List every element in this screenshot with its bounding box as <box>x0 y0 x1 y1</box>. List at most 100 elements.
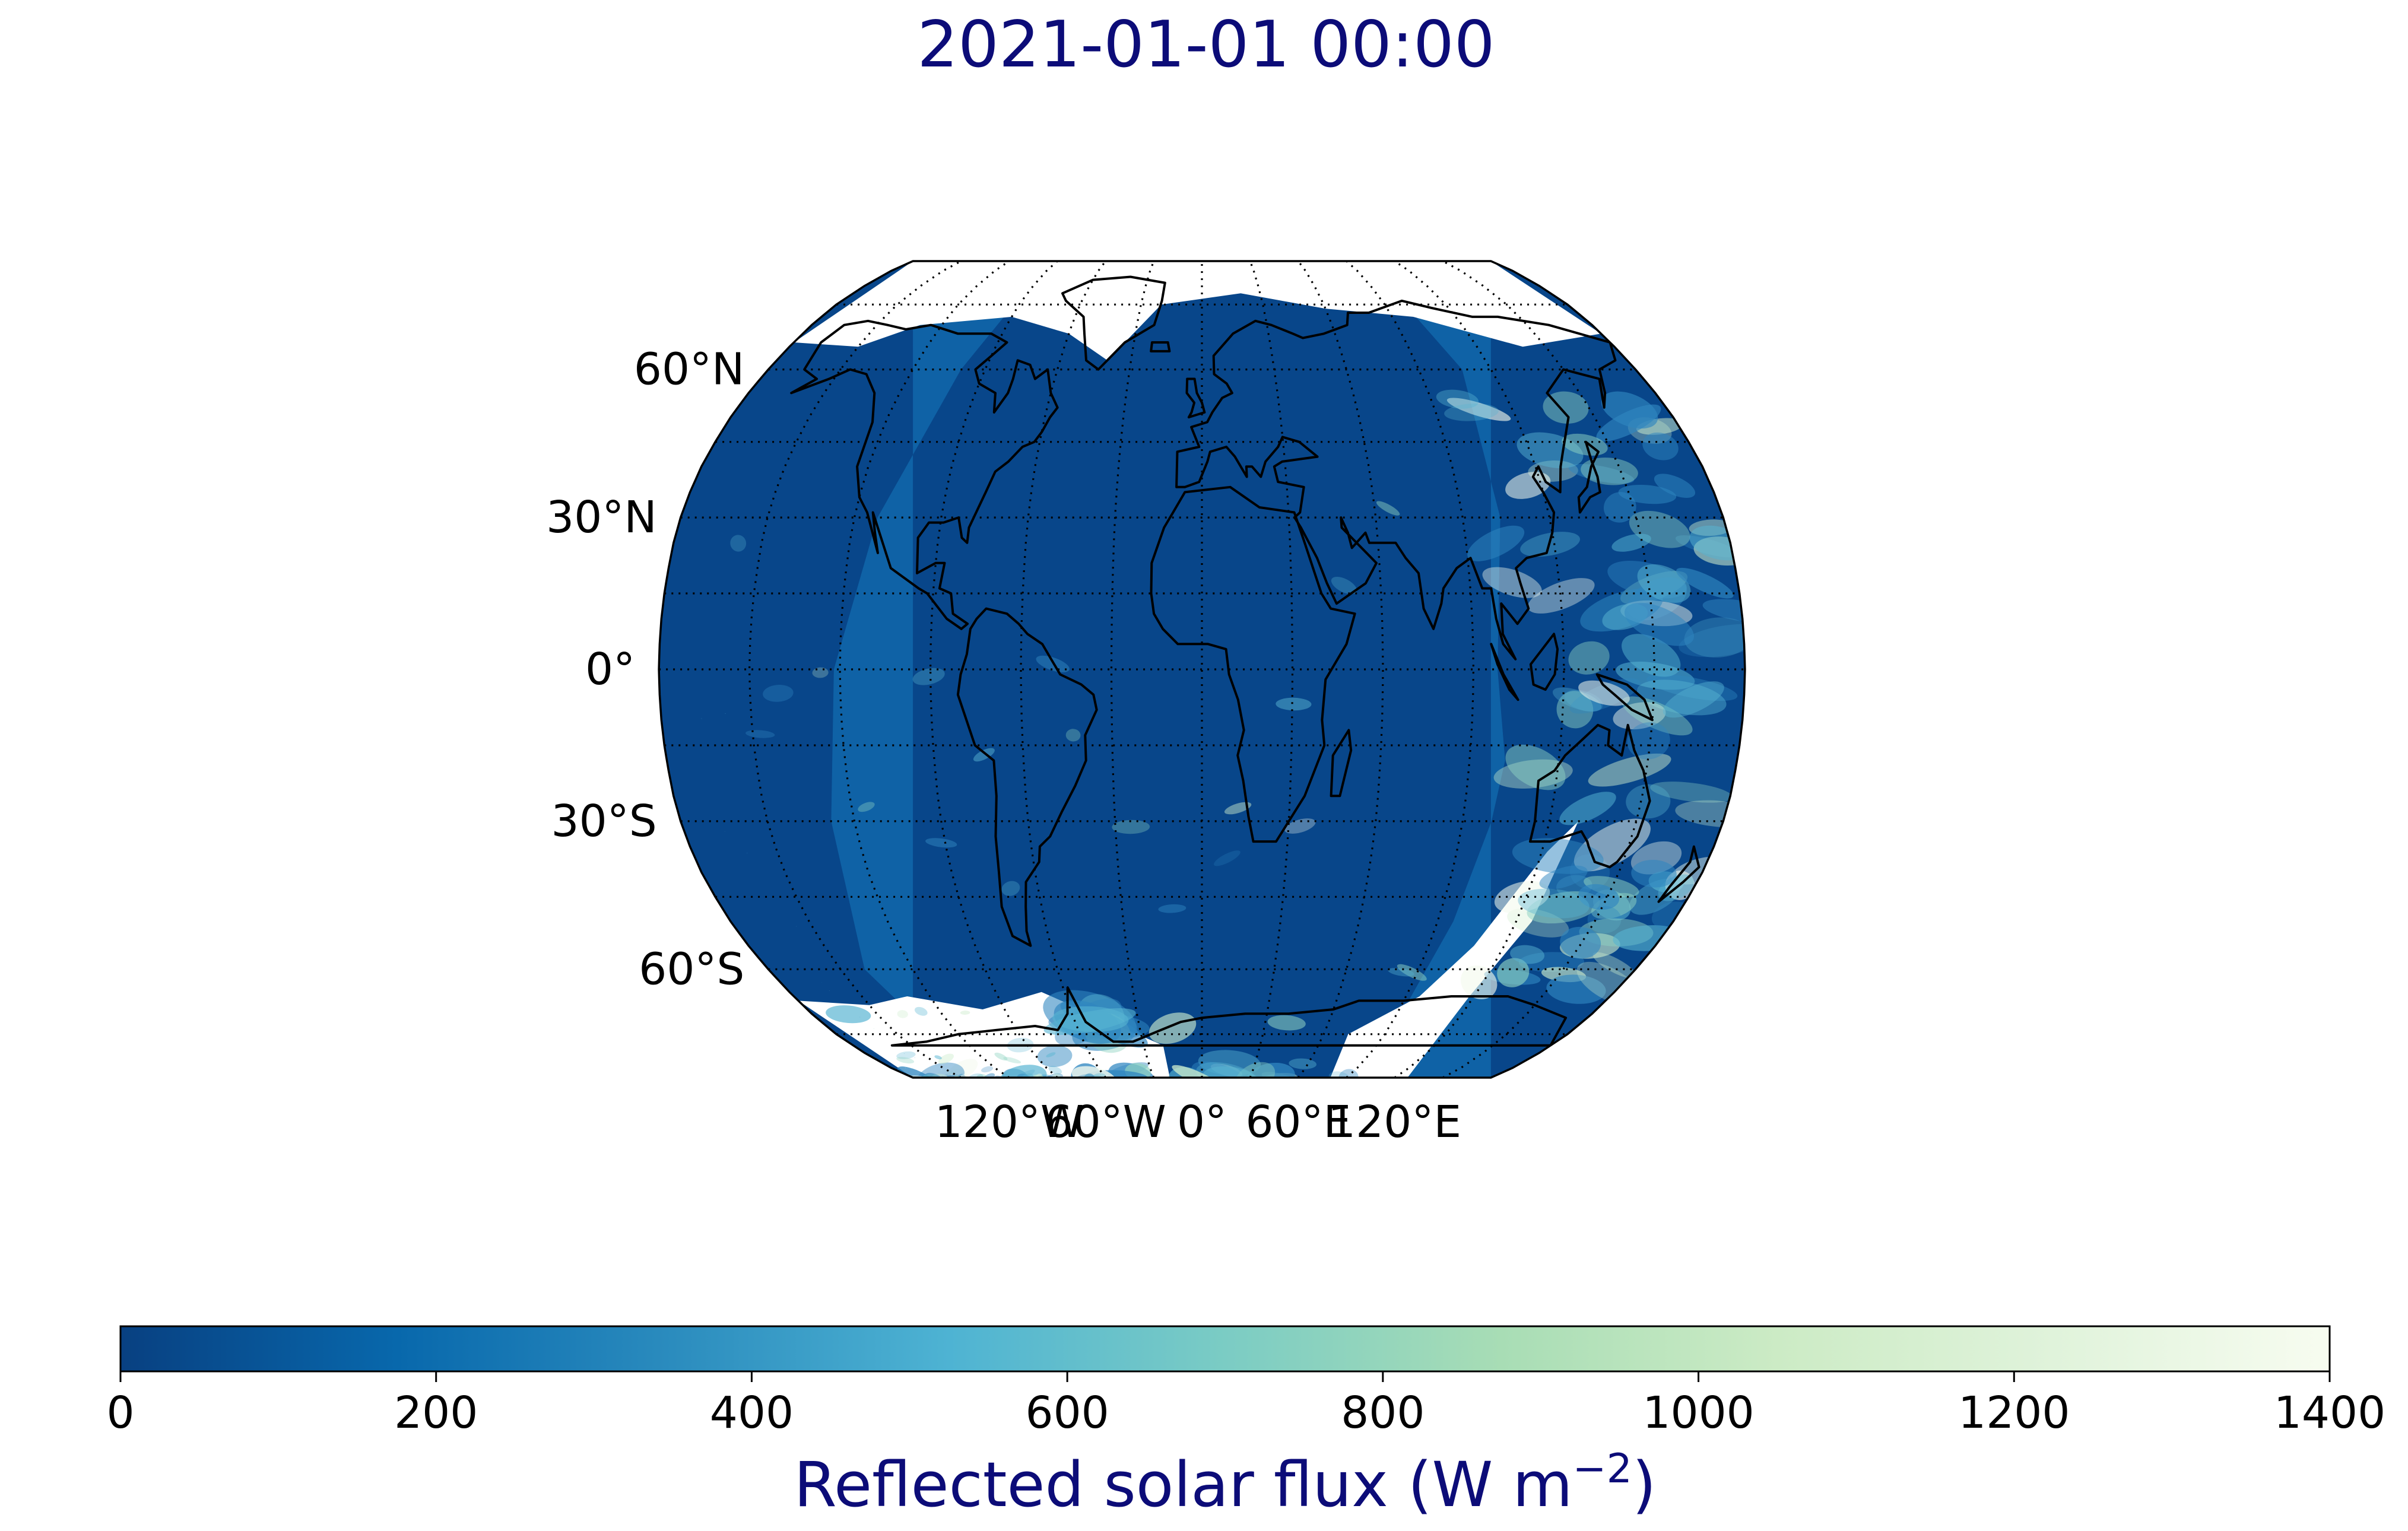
cloud-patch <box>896 1057 915 1064</box>
cloud-patch <box>1613 702 1666 730</box>
cloud-patch <box>897 1010 908 1018</box>
cloud-patch <box>1588 753 1671 787</box>
cloud-patch <box>1460 965 1498 999</box>
lat-label: 60°N <box>634 344 745 395</box>
colorbar: 0 200 400 600 800 1000 1200 1400 Reflected sola… <box>106 1325 2385 1521</box>
colorbar-label-sup: −2 <box>1573 1446 1632 1492</box>
cloud-patch <box>1663 681 1724 718</box>
cloud-patch <box>954 1075 972 1078</box>
lon-label: 60°E <box>1245 1097 1351 1148</box>
cloud-patch <box>1052 1006 1129 1033</box>
cloud-patch <box>1191 1061 1250 1078</box>
cloud-patch <box>1568 641 1610 675</box>
coastline-new-guinea <box>1595 673 1654 722</box>
cloud-patch <box>1578 680 1630 706</box>
cloud-patch <box>950 1073 963 1078</box>
cloud-patch <box>826 1005 871 1024</box>
lat-label: 60°S <box>639 944 744 995</box>
cloud-patch <box>1284 818 1316 834</box>
coastline-sumatra <box>1490 643 1519 701</box>
cloud-patch <box>873 1028 875 1029</box>
map-title: 2021-01-01 00:00 <box>917 8 1495 82</box>
north-polar-gap <box>794 261 1601 361</box>
cloud-patch <box>1642 432 1679 460</box>
colorbar-tick-label: 1000 <box>1642 1387 1754 1438</box>
cloud-patch <box>1467 525 1525 561</box>
cloud-patch <box>763 685 794 702</box>
cloud-patch <box>1052 1073 1061 1078</box>
colorbar-label-close: ) <box>1632 1449 1657 1521</box>
cloud-patch <box>1622 696 1693 736</box>
cloud-patch <box>1246 1062 1295 1078</box>
cloud-patch <box>1080 1074 1093 1078</box>
cloud-patch <box>1646 674 1738 701</box>
colorbar-tick-label: 1400 <box>2274 1387 2385 1438</box>
cloud-patch <box>982 1073 995 1078</box>
cloud-patch <box>1158 904 1186 913</box>
coastline-uk <box>1185 377 1206 419</box>
cloud-patch <box>1092 1075 1103 1078</box>
cloud-patch <box>903 1053 905 1054</box>
cloud-patch <box>1017 1073 1032 1078</box>
coastline-borneo <box>1529 633 1559 691</box>
cloud-patch <box>911 1068 912 1069</box>
cloud-patch <box>934 1055 942 1060</box>
cloud-patch <box>1494 881 1550 913</box>
cloud-patch <box>1684 617 1745 658</box>
cloud-patch <box>1637 679 1727 716</box>
coastlines <box>790 275 1700 1047</box>
cloud-patch <box>1376 501 1400 516</box>
cloud-patch <box>1045 1073 1063 1078</box>
lat-labels: 60°N 30°N 0° 30°S 60°S <box>546 344 744 995</box>
cloud-patch <box>1196 1062 1261 1078</box>
colorbar-tick-label: 800 <box>1341 1387 1425 1438</box>
colorbar-label-main: Reflected solar flux (W m <box>794 1449 1573 1521</box>
cloud-field <box>701 389 1745 1078</box>
cloud-patch <box>938 1053 954 1064</box>
cloud-patch <box>925 838 957 848</box>
lat-label: 0° <box>585 644 635 695</box>
cloud-patch <box>1001 881 1020 896</box>
cloud-patch <box>1289 1058 1317 1069</box>
cloud-patch <box>1003 1057 1021 1064</box>
colorbar-tick-label: 1200 <box>1958 1387 2070 1438</box>
cloud-patch <box>994 1052 1008 1061</box>
colorbar-bar <box>119 1325 2331 1373</box>
cloud-patch <box>960 1010 970 1015</box>
cloud-patch <box>1328 1071 1351 1078</box>
cloud-patch <box>1331 576 1357 595</box>
terminator-gap <box>1330 821 1579 1078</box>
cloud-patch <box>1568 463 1635 484</box>
cloud-patch <box>1512 838 1604 874</box>
cloud-patch <box>1397 964 1427 981</box>
cloud-patch <box>1510 945 1545 964</box>
cloud-patch <box>829 990 830 991</box>
lat-label: 30°N <box>546 492 657 543</box>
cloud-patch <box>1276 697 1312 711</box>
cloud-patch <box>1626 784 1671 819</box>
meridian-line <box>1249 261 1294 1078</box>
cloud-patch <box>858 802 875 812</box>
cloud-patch <box>1631 859 1677 888</box>
cloud-patch <box>1627 722 1670 760</box>
cloud-patch <box>1388 968 1414 977</box>
cloud-patch <box>1505 744 1566 790</box>
lon-label: 0° <box>1177 1097 1227 1148</box>
cloud-patch <box>1611 533 1651 552</box>
coastline-eurasia <box>1175 299 1617 660</box>
cloud-patch <box>796 926 797 927</box>
globe <box>658 260 1746 1079</box>
cloud-patch <box>946 1059 978 1078</box>
coastline-africa <box>1150 485 1356 843</box>
cloud-patch <box>1076 1074 1095 1078</box>
coastline-new-zealand <box>1657 845 1700 903</box>
cloud-patch <box>730 535 747 552</box>
cloud-patch <box>1090 1073 1106 1078</box>
cloud-patch <box>912 668 945 685</box>
cloud-patch <box>1038 1075 1046 1078</box>
coastline-south-america <box>956 607 1098 947</box>
lat-label: 30°S <box>551 796 657 847</box>
cloud-patch <box>1654 474 1696 498</box>
cloud-patch <box>1505 471 1551 499</box>
